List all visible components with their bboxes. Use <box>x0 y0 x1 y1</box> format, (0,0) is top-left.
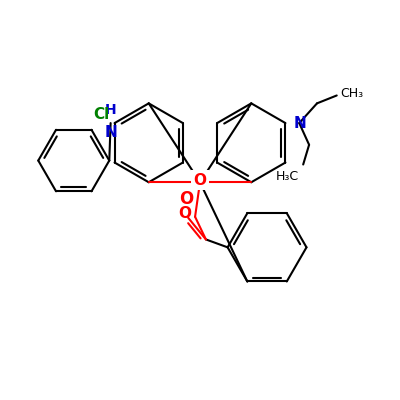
Text: O: O <box>194 173 206 188</box>
Text: H₃C: H₃C <box>276 170 299 184</box>
Text: N: N <box>104 125 117 140</box>
Text: N: N <box>293 116 306 130</box>
Text: CH₃: CH₃ <box>341 87 364 100</box>
Text: H: H <box>105 103 116 117</box>
Text: O: O <box>179 190 193 208</box>
Text: Cl: Cl <box>94 107 110 122</box>
Text: O: O <box>179 206 192 221</box>
